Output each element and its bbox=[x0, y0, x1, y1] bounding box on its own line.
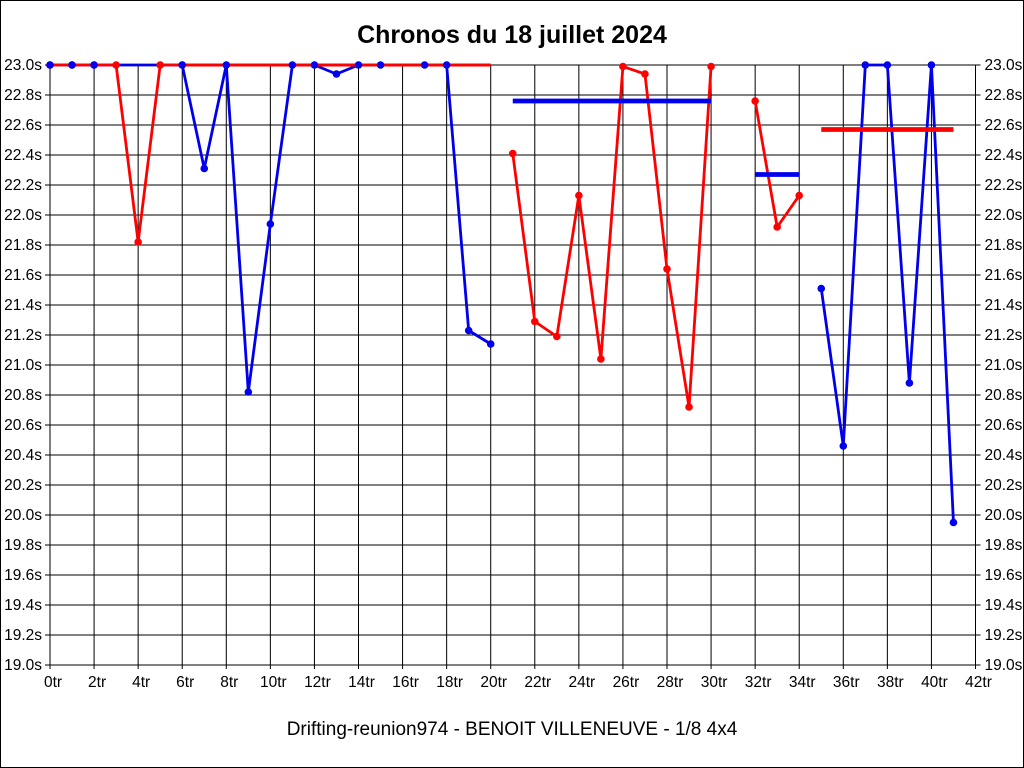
svg-text:19.0s: 19.0s bbox=[4, 657, 42, 674]
svg-text:20.4s: 20.4s bbox=[985, 447, 1023, 464]
svg-text:20.0s: 20.0s bbox=[4, 507, 42, 524]
svg-text:22.6s: 22.6s bbox=[4, 117, 42, 134]
svg-text:22.0s: 22.0s bbox=[985, 207, 1023, 224]
svg-text:18tr: 18tr bbox=[436, 674, 463, 691]
svg-text:19.4s: 19.4s bbox=[985, 597, 1023, 614]
svg-text:42tr: 42tr bbox=[965, 674, 992, 691]
svg-text:34tr: 34tr bbox=[789, 674, 816, 691]
chart-title: Chronos du 18 juillet 2024 bbox=[357, 21, 667, 49]
y-axis-tick-labels-left: 23.0s 22.8s 22.6s 22.4s 22.2s 22.0s 21.8s 21.6s… bbox=[4, 57, 42, 674]
svg-text:20.0s: 20.0s bbox=[985, 507, 1023, 524]
svg-text:22.4s: 22.4s bbox=[985, 147, 1023, 164]
svg-text:20tr: 20tr bbox=[480, 674, 507, 691]
svg-text:22tr: 22tr bbox=[524, 674, 551, 691]
svg-text:20.2s: 20.2s bbox=[985, 477, 1023, 494]
red-driver-lap-times-markers bbox=[46, 61, 804, 411]
svg-text:2tr: 2tr bbox=[88, 674, 106, 691]
blue-driver-lap-times-markers bbox=[46, 61, 958, 527]
svg-text:21.2s: 21.2s bbox=[4, 327, 42, 344]
svg-text:20.6s: 20.6s bbox=[985, 417, 1023, 434]
svg-text:19.6s: 19.6s bbox=[4, 567, 42, 584]
svg-text:14tr: 14tr bbox=[348, 674, 375, 691]
y-axis-tick-labels-right: 23.0s 22.8s 22.6s 22.4s 22.2s 22.0s 21.8s 21.6s… bbox=[985, 57, 1023, 674]
svg-text:28tr: 28tr bbox=[657, 674, 684, 691]
svg-text:38tr: 38tr bbox=[877, 674, 904, 691]
svg-text:19.2s: 19.2s bbox=[985, 627, 1023, 644]
svg-text:26tr: 26tr bbox=[613, 674, 640, 691]
svg-text:19.6s: 19.6s bbox=[985, 567, 1023, 584]
svg-text:21.4s: 21.4s bbox=[4, 297, 42, 314]
svg-text:21.4s: 21.4s bbox=[985, 297, 1023, 314]
svg-text:36tr: 36tr bbox=[833, 674, 860, 691]
svg-text:20.4s: 20.4s bbox=[4, 447, 42, 464]
svg-text:6tr: 6tr bbox=[176, 674, 194, 691]
blue-driver-lap-times-flat-segments bbox=[512, 98, 800, 177]
svg-text:23.0s: 23.0s bbox=[985, 57, 1023, 74]
svg-text:0tr: 0tr bbox=[44, 674, 62, 691]
blue-driver-lap-times-line bbox=[50, 63, 955, 523]
svg-text:30tr: 30tr bbox=[701, 674, 728, 691]
svg-text:20.2s: 20.2s bbox=[4, 477, 42, 494]
svg-text:21.0s: 21.0s bbox=[985, 357, 1023, 374]
svg-text:20.8s: 20.8s bbox=[4, 387, 42, 404]
svg-text:22.8s: 22.8s bbox=[4, 87, 42, 104]
svg-text:8tr: 8tr bbox=[220, 674, 238, 691]
grid bbox=[45, 64, 981, 669]
svg-text:4tr: 4tr bbox=[132, 674, 150, 691]
svg-text:19.2s: 19.2s bbox=[4, 627, 42, 644]
red-driver-lap-times-line bbox=[50, 63, 801, 408]
svg-text:40tr: 40tr bbox=[921, 674, 948, 691]
svg-text:21.0s: 21.0s bbox=[4, 357, 42, 374]
svg-text:22.2s: 22.2s bbox=[4, 177, 42, 194]
svg-text:22.8s: 22.8s bbox=[985, 87, 1023, 104]
svg-text:19.0s: 19.0s bbox=[985, 657, 1023, 674]
x-axis-tick-labels: 0tr 2tr 4tr 6tr 8tr 10tr 12tr 14tr 16tr 18tr 20tr 2… bbox=[44, 674, 992, 691]
svg-text:21.8s: 21.8s bbox=[985, 237, 1023, 254]
svg-text:24tr: 24tr bbox=[568, 674, 595, 691]
svg-text:20.6s: 20.6s bbox=[4, 417, 42, 434]
svg-text:16tr: 16tr bbox=[392, 674, 419, 691]
svg-text:21.2s: 21.2s bbox=[985, 327, 1023, 344]
chart-caption: Drifting-reunion974 - BENOIT VILLENEUVE … bbox=[286, 719, 738, 740]
svg-text:20.8s: 20.8s bbox=[985, 387, 1023, 404]
svg-text:22.6s: 22.6s bbox=[985, 117, 1023, 134]
svg-text:19.8s: 19.8s bbox=[985, 537, 1023, 554]
svg-text:12tr: 12tr bbox=[304, 674, 331, 691]
svg-text:19.4s: 19.4s bbox=[4, 597, 42, 614]
svg-text:19.8s: 19.8s bbox=[4, 537, 42, 554]
svg-text:22.4s: 22.4s bbox=[4, 147, 42, 164]
svg-text:10tr: 10tr bbox=[260, 674, 287, 691]
svg-text:22.0s: 22.0s bbox=[4, 207, 42, 224]
svg-text:21.6s: 21.6s bbox=[985, 267, 1023, 284]
svg-text:23.0s: 23.0s bbox=[4, 57, 42, 74]
svg-text:32tr: 32tr bbox=[745, 674, 772, 691]
svg-text:21.8s: 21.8s bbox=[4, 237, 42, 254]
svg-text:22.2s: 22.2s bbox=[985, 177, 1023, 194]
svg-text:21.6s: 21.6s bbox=[4, 267, 42, 284]
red-driver-lap-times-flat-segments bbox=[182, 63, 954, 132]
